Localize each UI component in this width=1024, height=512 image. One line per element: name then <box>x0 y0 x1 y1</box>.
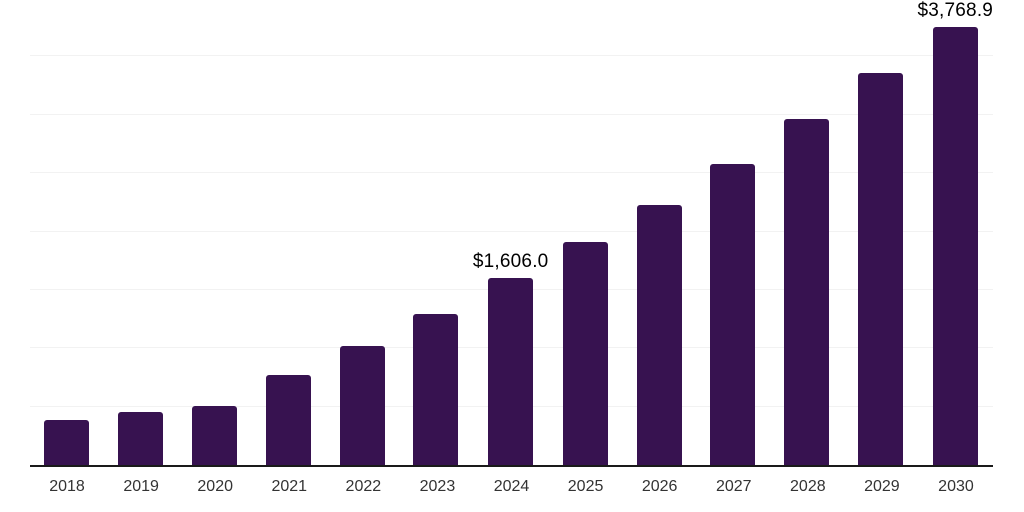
bar-column-2021 <box>251 0 325 465</box>
bar-2029 <box>858 72 904 465</box>
bar-2025 <box>562 242 608 465</box>
x-axis-label-2029: 2029 <box>864 478 900 495</box>
bar-column-2018 <box>30 0 104 465</box>
x-axis-label-2022: 2022 <box>345 478 382 495</box>
bar-2022 <box>339 346 385 465</box>
x-axis-label-2026: 2026 <box>641 478 678 495</box>
bar-column-2026 <box>622 0 696 465</box>
bar-column-2025 <box>548 0 622 465</box>
bar-2021 <box>265 375 311 465</box>
bar-column-2024: $1,606.0 <box>473 0 549 465</box>
x-axis-label-2019: 2019 <box>123 478 159 495</box>
x-axis-label-2018: 2018 <box>49 478 85 495</box>
bar-column-2023 <box>399 0 473 465</box>
bar-2019 <box>118 412 164 465</box>
bar-2018 <box>44 420 90 465</box>
bar-column-2019 <box>104 0 178 465</box>
bar-column-2030: $3,768.9 <box>918 0 994 465</box>
bar-value-label-2030: $3,768.9 <box>917 0 994 21</box>
x-axis-label-2030: 2030 <box>938 478 974 495</box>
bar-2030 <box>932 27 978 465</box>
bar-column-2020 <box>178 0 252 465</box>
gridline <box>30 55 993 57</box>
x-axis-label-2021: 2021 <box>271 478 308 495</box>
bar-2024 <box>488 277 534 465</box>
x-axis-label-2024: 2024 <box>493 478 530 495</box>
bar-column-2028 <box>770 0 844 465</box>
bar-2028 <box>784 119 830 465</box>
bar-value-label-2024: $1,606.0 <box>472 250 549 272</box>
bar-column-2022 <box>325 0 399 465</box>
bar-column-2029 <box>844 0 918 465</box>
bar-2026 <box>636 204 682 465</box>
bar-column-2027 <box>696 0 770 465</box>
bar-2023 <box>413 314 459 465</box>
bar-2027 <box>710 163 756 465</box>
gridline <box>30 113 993 115</box>
x-axis-label-2025: 2025 <box>567 478 604 495</box>
x-axis-label-2027: 2027 <box>715 478 752 495</box>
x-axis-label-2028: 2028 <box>790 478 826 495</box>
bars-row: $1,606.0 $3,768.9 <box>30 0 993 465</box>
x-axis: 2018 2019 2020 2021 2022 2023 2024 2025 2026 2027… <box>30 478 993 496</box>
x-axis-label-2020: 2020 <box>197 478 233 495</box>
gridline <box>30 230 993 232</box>
plot-area: $1,606.0 $3,768.9 <box>30 0 993 467</box>
gridline <box>30 172 993 174</box>
bar-2020 <box>192 406 238 465</box>
x-axis-label-2023: 2023 <box>419 478 456 495</box>
